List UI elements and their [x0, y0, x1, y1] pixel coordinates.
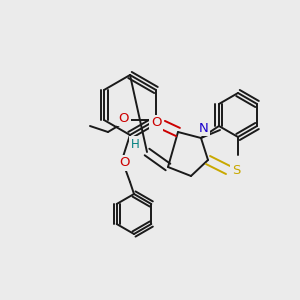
- Text: O: O: [119, 112, 129, 124]
- Text: O: O: [151, 116, 161, 130]
- Text: O: O: [119, 157, 129, 169]
- Text: N: N: [199, 122, 209, 134]
- Text: S: S: [232, 164, 240, 176]
- Text: H: H: [130, 137, 140, 151]
- Text: S: S: [232, 164, 240, 176]
- Text: O: O: [119, 112, 129, 124]
- Text: H: H: [130, 137, 140, 151]
- Text: O: O: [119, 157, 129, 169]
- Text: O: O: [151, 116, 161, 130]
- Text: N: N: [199, 122, 209, 134]
